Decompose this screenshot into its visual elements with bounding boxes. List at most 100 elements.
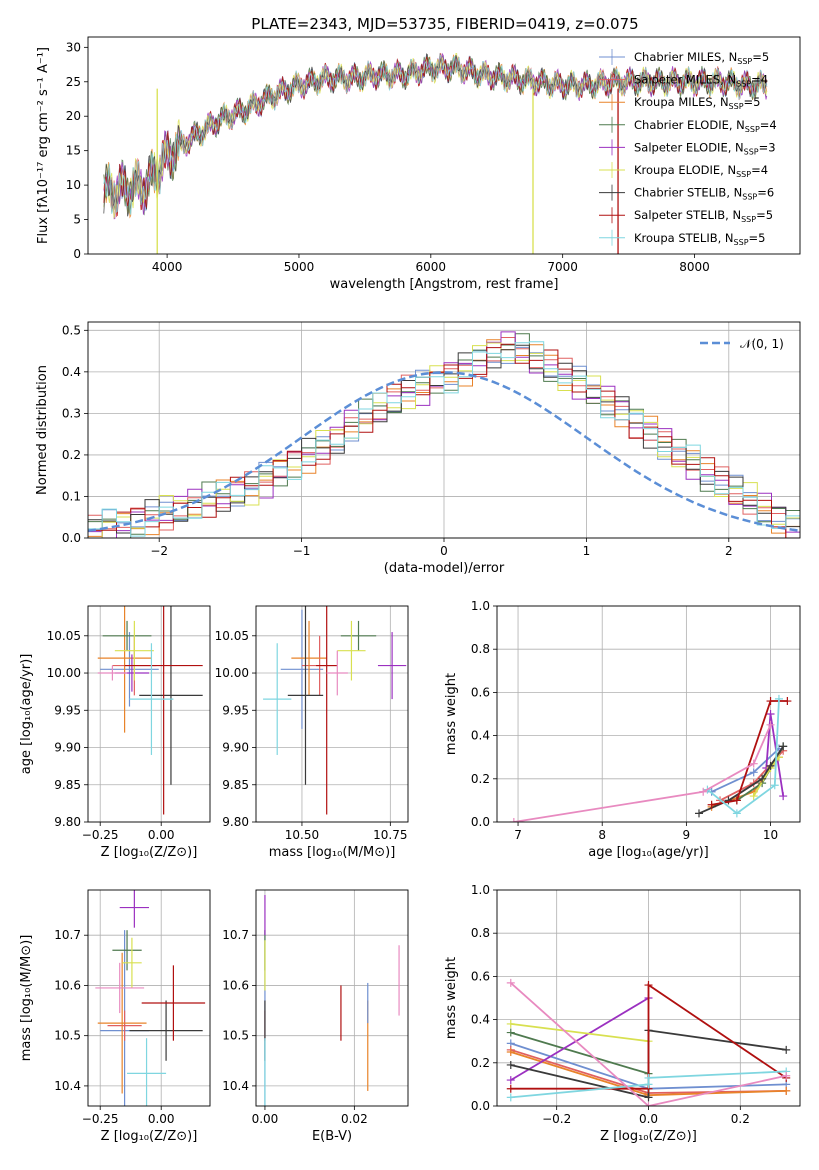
x-tick-label: −0.2 bbox=[542, 1112, 571, 1126]
weight-marker bbox=[506, 1019, 515, 1028]
y-tick-label: 0.4 bbox=[62, 365, 81, 379]
y-tick-label: 10.5 bbox=[222, 1029, 249, 1043]
y-axis-label: mass weight bbox=[444, 957, 459, 1039]
y-tick-label: 9.85 bbox=[222, 778, 249, 792]
y-tick-label: 10.6 bbox=[222, 978, 249, 992]
weight-marker bbox=[766, 720, 775, 729]
legend-value: =5 bbox=[744, 95, 761, 109]
weight-marker bbox=[732, 796, 741, 805]
y-tick-label: 0.2 bbox=[62, 448, 81, 462]
axes-frame bbox=[87, 321, 801, 539]
y-tick-label: 10.6 bbox=[54, 978, 81, 992]
y-axis-label: mass [log₁₀(M/M⊙)] bbox=[19, 935, 34, 1062]
y-tick-label: 0.6 bbox=[471, 969, 490, 983]
x-tick-label: 0.2 bbox=[731, 1112, 750, 1126]
weight-marker bbox=[506, 1060, 515, 1069]
plot-area bbox=[264, 895, 400, 1106]
weight-marker bbox=[506, 1028, 515, 1037]
x-axis-label: Z [log₁₀(Z/Z⊙)] bbox=[101, 1129, 198, 1144]
histogram-step-8 bbox=[88, 341, 800, 537]
y-tick-label: 9.80 bbox=[222, 815, 249, 829]
legend-subscript: SSP bbox=[737, 57, 752, 66]
y-tick-label: 10.05 bbox=[215, 629, 249, 643]
x-tick-label: 4000 bbox=[152, 260, 183, 274]
y-tick-label: 0.0 bbox=[62, 531, 81, 545]
weight-marker bbox=[699, 787, 708, 796]
y-tick-label: 9.90 bbox=[54, 741, 81, 755]
y-axis-label: mass weight bbox=[444, 673, 459, 755]
y-tick-label: 0.2 bbox=[471, 1056, 490, 1070]
legend-label: Salpeter ELODIE, NSSP=3 bbox=[634, 140, 776, 156]
legend-label: Chabrier ELODIE, NSSP=4 bbox=[634, 118, 777, 134]
legend-value: =4 bbox=[751, 73, 768, 87]
weight-marker bbox=[644, 1073, 653, 1082]
y-tick-label: 0.4 bbox=[471, 729, 490, 743]
plot-area bbox=[95, 890, 206, 1106]
y-tick-label: 15 bbox=[66, 144, 81, 158]
legend-label: 𝒩(0, 1) bbox=[740, 337, 784, 351]
y-tick-label: 0.2 bbox=[471, 772, 490, 786]
weight-marker bbox=[749, 768, 758, 777]
weight-marker bbox=[758, 774, 767, 783]
x-tick-label: −0.25 bbox=[82, 1112, 119, 1126]
legend-label: Salpeter STELIB, NSSP=5 bbox=[634, 208, 773, 224]
x-tick-label: 0.00 bbox=[252, 1112, 279, 1126]
weight-marker bbox=[766, 761, 775, 770]
y-axis-label: Normed distribution bbox=[35, 365, 50, 495]
y-tick-label: 9.95 bbox=[222, 703, 249, 717]
x-axis-label: E(B-V) bbox=[312, 1129, 352, 1144]
y-tick-label: 10 bbox=[66, 178, 81, 192]
y-tick-label: 0.3 bbox=[62, 406, 81, 420]
x-tick-label: 2 bbox=[725, 544, 733, 558]
weight-marker bbox=[732, 809, 741, 818]
legend-value: =5 bbox=[749, 231, 766, 245]
weight-marker bbox=[695, 809, 703, 818]
weight-marker bbox=[749, 792, 758, 801]
weight-marker bbox=[782, 1086, 791, 1095]
chart-mass-vs-ebv: 0.00 0.02 10.4 10.5 10.6 10.7 E(B-V) bbox=[222, 889, 409, 1144]
axes-frame bbox=[87, 605, 211, 823]
weight-marker bbox=[766, 697, 775, 706]
legend-subscript: SSP bbox=[736, 170, 751, 179]
y-tick-label: 10.00 bbox=[215, 666, 249, 680]
y-tick-label: 0 bbox=[73, 247, 81, 261]
y-tick-label: 0.5 bbox=[62, 323, 81, 337]
y-tick-label: 10.4 bbox=[222, 1079, 249, 1093]
y-tick-label: 10.05 bbox=[47, 629, 81, 643]
chart-weight-vs-age: 7 8 9 10 0.0 0.2 0.4 0.6 0.8 1.0 age [log₁₀(age/yr… bbox=[444, 599, 801, 860]
weight-marker bbox=[782, 1071, 791, 1080]
weight-marker bbox=[783, 697, 792, 706]
y-tick-label: 0.8 bbox=[471, 642, 490, 656]
weight-line-5 bbox=[510, 1023, 649, 1043]
legend-subscript: SSP bbox=[742, 193, 757, 202]
x-tick-label: 7 bbox=[514, 828, 522, 842]
x-axis-label: (data-model)/error bbox=[384, 561, 505, 576]
chart-mass-vs-Z: −0.25 0.00 10.4 10.5 10.6 10.7 Z [log₁₀(Z/Z⊙)]… bbox=[19, 889, 211, 1144]
legend-label: Kroupa ELODIE, NSSP=4 bbox=[634, 163, 768, 179]
y-tick-label: 0.0 bbox=[471, 1099, 490, 1113]
y-tick-label: 9.90 bbox=[222, 741, 249, 755]
y-tick-label: 9.80 bbox=[54, 815, 81, 829]
chart-age-vs-mass: 10.50 10.75 9.80 9.85 9.90 9.95 10.00 10.05 mass… bbox=[215, 605, 409, 860]
x-axis-label: Z [log₁₀(Z/Z⊙)] bbox=[600, 1129, 697, 1144]
weight-line-9 bbox=[510, 982, 787, 1106]
y-tick-label: 9.95 bbox=[54, 703, 81, 717]
legend-value: =5 bbox=[756, 208, 773, 222]
weight-marker bbox=[779, 792, 788, 801]
x-tick-label: −1 bbox=[293, 544, 311, 558]
plot-area bbox=[263, 606, 407, 815]
x-tick-label: 1 bbox=[583, 544, 591, 558]
legend-label: Salpeter MILES, NSSP=4 bbox=[634, 73, 768, 89]
weight-marker bbox=[770, 781, 779, 790]
y-tick-label: 10.4 bbox=[54, 1079, 81, 1093]
y-tick-label: 10.7 bbox=[54, 928, 81, 942]
weight-marker bbox=[644, 1102, 653, 1106]
weight-marker bbox=[506, 978, 515, 987]
legend-subscript: SSP bbox=[736, 80, 751, 89]
y-tick-label: 30 bbox=[66, 40, 81, 54]
weight-line-4 bbox=[510, 997, 649, 1081]
y-tick-label: 0.4 bbox=[471, 1013, 490, 1027]
x-axis-label: age [log₁₀(age/yr)] bbox=[588, 845, 709, 860]
x-tick-label: 8 bbox=[598, 828, 606, 842]
x-axis-label: wavelength [Angstrom, rest frame] bbox=[330, 277, 559, 292]
